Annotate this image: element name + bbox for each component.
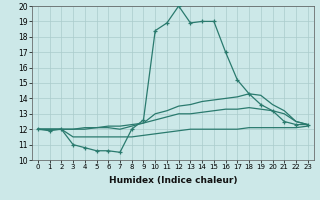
X-axis label: Humidex (Indice chaleur): Humidex (Indice chaleur) (108, 176, 237, 185)
